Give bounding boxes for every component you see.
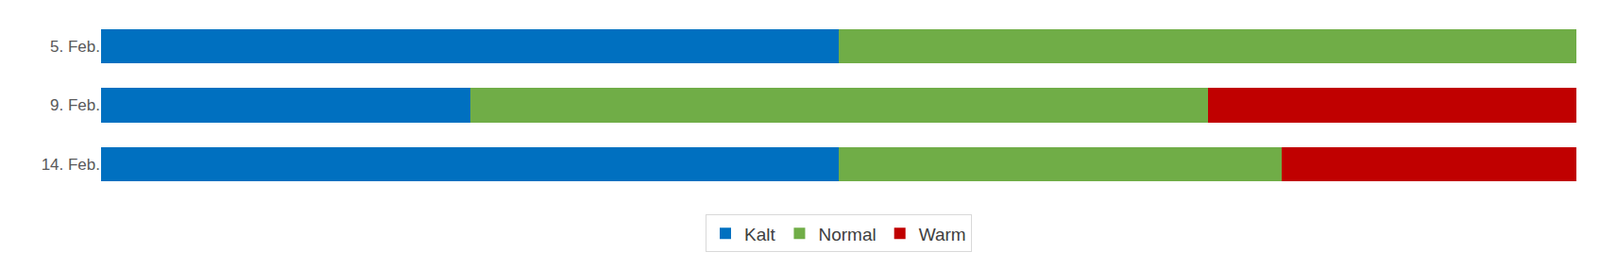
svg-text:9. Feb.: 9. Feb. xyxy=(50,96,101,115)
svg-text:Normal: Normal xyxy=(817,224,876,245)
svg-text:5. Feb.: 5. Feb. xyxy=(50,37,101,56)
svg-text:Warm: Warm xyxy=(919,224,967,245)
svg-text:Kalt: Kalt xyxy=(744,224,776,245)
svg-text:14. Feb.: 14. Feb. xyxy=(41,155,101,174)
